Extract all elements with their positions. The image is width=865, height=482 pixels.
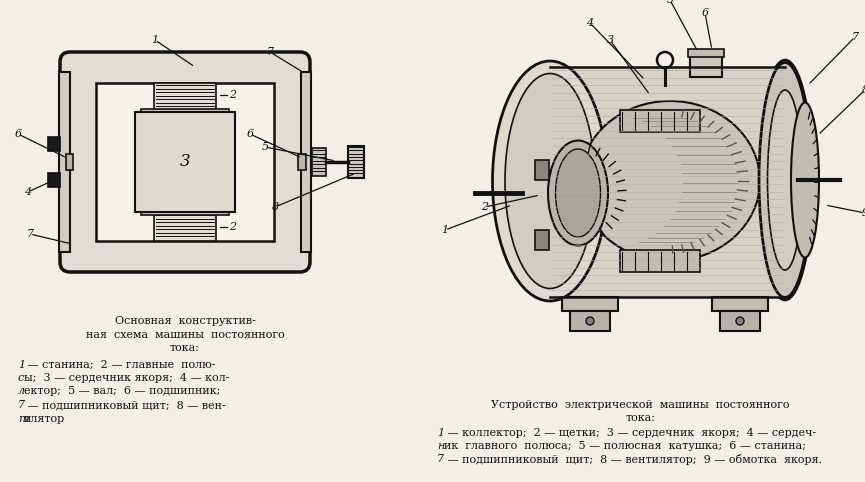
Bar xyxy=(312,148,326,176)
Text: 4: 4 xyxy=(586,18,593,28)
Bar xyxy=(96,83,274,241)
Text: 4: 4 xyxy=(24,187,31,197)
Text: 7: 7 xyxy=(437,454,444,464)
Ellipse shape xyxy=(505,73,595,289)
Bar xyxy=(620,250,700,272)
Text: 2: 2 xyxy=(482,202,489,212)
Circle shape xyxy=(736,317,744,325)
Text: 5: 5 xyxy=(666,0,674,5)
Text: илятор: илятор xyxy=(24,414,65,424)
Text: 8: 8 xyxy=(272,202,279,212)
Bar xyxy=(66,154,73,170)
Bar xyxy=(712,297,768,311)
Ellipse shape xyxy=(767,90,803,270)
Text: 6: 6 xyxy=(15,129,22,139)
Text: л: л xyxy=(18,387,25,397)
Text: — коллектор;  2 — щетки;  3 — сердечник  якоря;  4 — сердеч-: — коллектор; 2 — щетки; 3 — сердечник як… xyxy=(444,428,817,438)
Bar xyxy=(720,311,760,331)
Text: н: н xyxy=(437,441,445,451)
Text: Устройство  электрической  машины  постоянного: Устройство электрической машины постоянн… xyxy=(490,400,789,410)
Ellipse shape xyxy=(759,63,811,297)
Text: ектор;  5 — вал;  6 — подшипник;: ектор; 5 — вал; 6 — подшипник; xyxy=(24,387,221,397)
Text: — подшипниковый щит;  8 — вен-: — подшипниковый щит; 8 — вен- xyxy=(24,400,226,410)
Text: ы;  3 — сердечник якоря;  4 — кол-: ы; 3 — сердечник якоря; 4 — кол- xyxy=(24,373,229,383)
Text: 7: 7 xyxy=(266,47,273,57)
Bar xyxy=(550,67,785,297)
Text: 7: 7 xyxy=(18,400,25,410)
Ellipse shape xyxy=(758,60,812,300)
Text: 7: 7 xyxy=(851,32,859,42)
Bar xyxy=(688,49,724,57)
Ellipse shape xyxy=(492,61,607,301)
Text: 5: 5 xyxy=(261,142,268,152)
Text: 3: 3 xyxy=(180,153,190,171)
Text: — подшипниковый  щит;  8 — вентилятор;  9 — обмотка  якоря.: — подшипниковый щит; 8 — вентилятор; 9 —… xyxy=(444,454,822,465)
Text: т: т xyxy=(18,414,29,424)
Bar xyxy=(141,201,229,215)
Ellipse shape xyxy=(555,149,600,237)
Ellipse shape xyxy=(548,140,608,245)
Bar xyxy=(135,112,235,212)
Text: 1: 1 xyxy=(437,428,444,438)
Text: 2: 2 xyxy=(229,90,236,100)
Ellipse shape xyxy=(580,101,760,261)
Text: — станина;  2 — главные  полю-: — станина; 2 — главные полю- xyxy=(24,360,215,370)
Text: с: с xyxy=(18,373,24,383)
Bar xyxy=(562,297,618,311)
Text: 6: 6 xyxy=(247,129,253,139)
Text: 9: 9 xyxy=(862,208,865,218)
Text: 1: 1 xyxy=(18,360,25,370)
Text: 1: 1 xyxy=(441,225,449,235)
Text: 3: 3 xyxy=(606,35,613,45)
Text: 8: 8 xyxy=(862,85,865,95)
Text: тока:: тока: xyxy=(170,343,200,353)
FancyBboxPatch shape xyxy=(60,52,310,272)
Bar xyxy=(59,72,70,252)
Text: 7: 7 xyxy=(27,229,34,239)
Bar xyxy=(48,173,60,187)
Bar xyxy=(154,83,216,111)
Text: 6: 6 xyxy=(702,8,708,18)
Circle shape xyxy=(586,317,594,325)
Bar xyxy=(154,213,216,241)
Bar xyxy=(48,137,60,151)
Text: Основная  конструктив-: Основная конструктив- xyxy=(114,316,255,326)
Text: 2: 2 xyxy=(229,222,236,232)
Bar xyxy=(141,109,229,123)
Ellipse shape xyxy=(791,103,819,257)
Bar xyxy=(348,146,364,178)
Bar xyxy=(570,311,610,331)
Bar xyxy=(690,53,722,77)
Bar xyxy=(535,230,549,250)
Bar xyxy=(298,154,306,170)
Text: 1: 1 xyxy=(151,35,158,45)
Text: тока:: тока: xyxy=(625,413,655,423)
Text: ная  схема  машины  постоянного: ная схема машины постоянного xyxy=(86,330,285,339)
Bar xyxy=(301,72,311,252)
Text: ик  главного  полюса;  5 — полюсная  катушка;  6 — станина;: ик главного полюса; 5 — полюсная катушка… xyxy=(444,441,806,451)
Bar xyxy=(620,110,700,132)
Bar xyxy=(535,160,549,180)
